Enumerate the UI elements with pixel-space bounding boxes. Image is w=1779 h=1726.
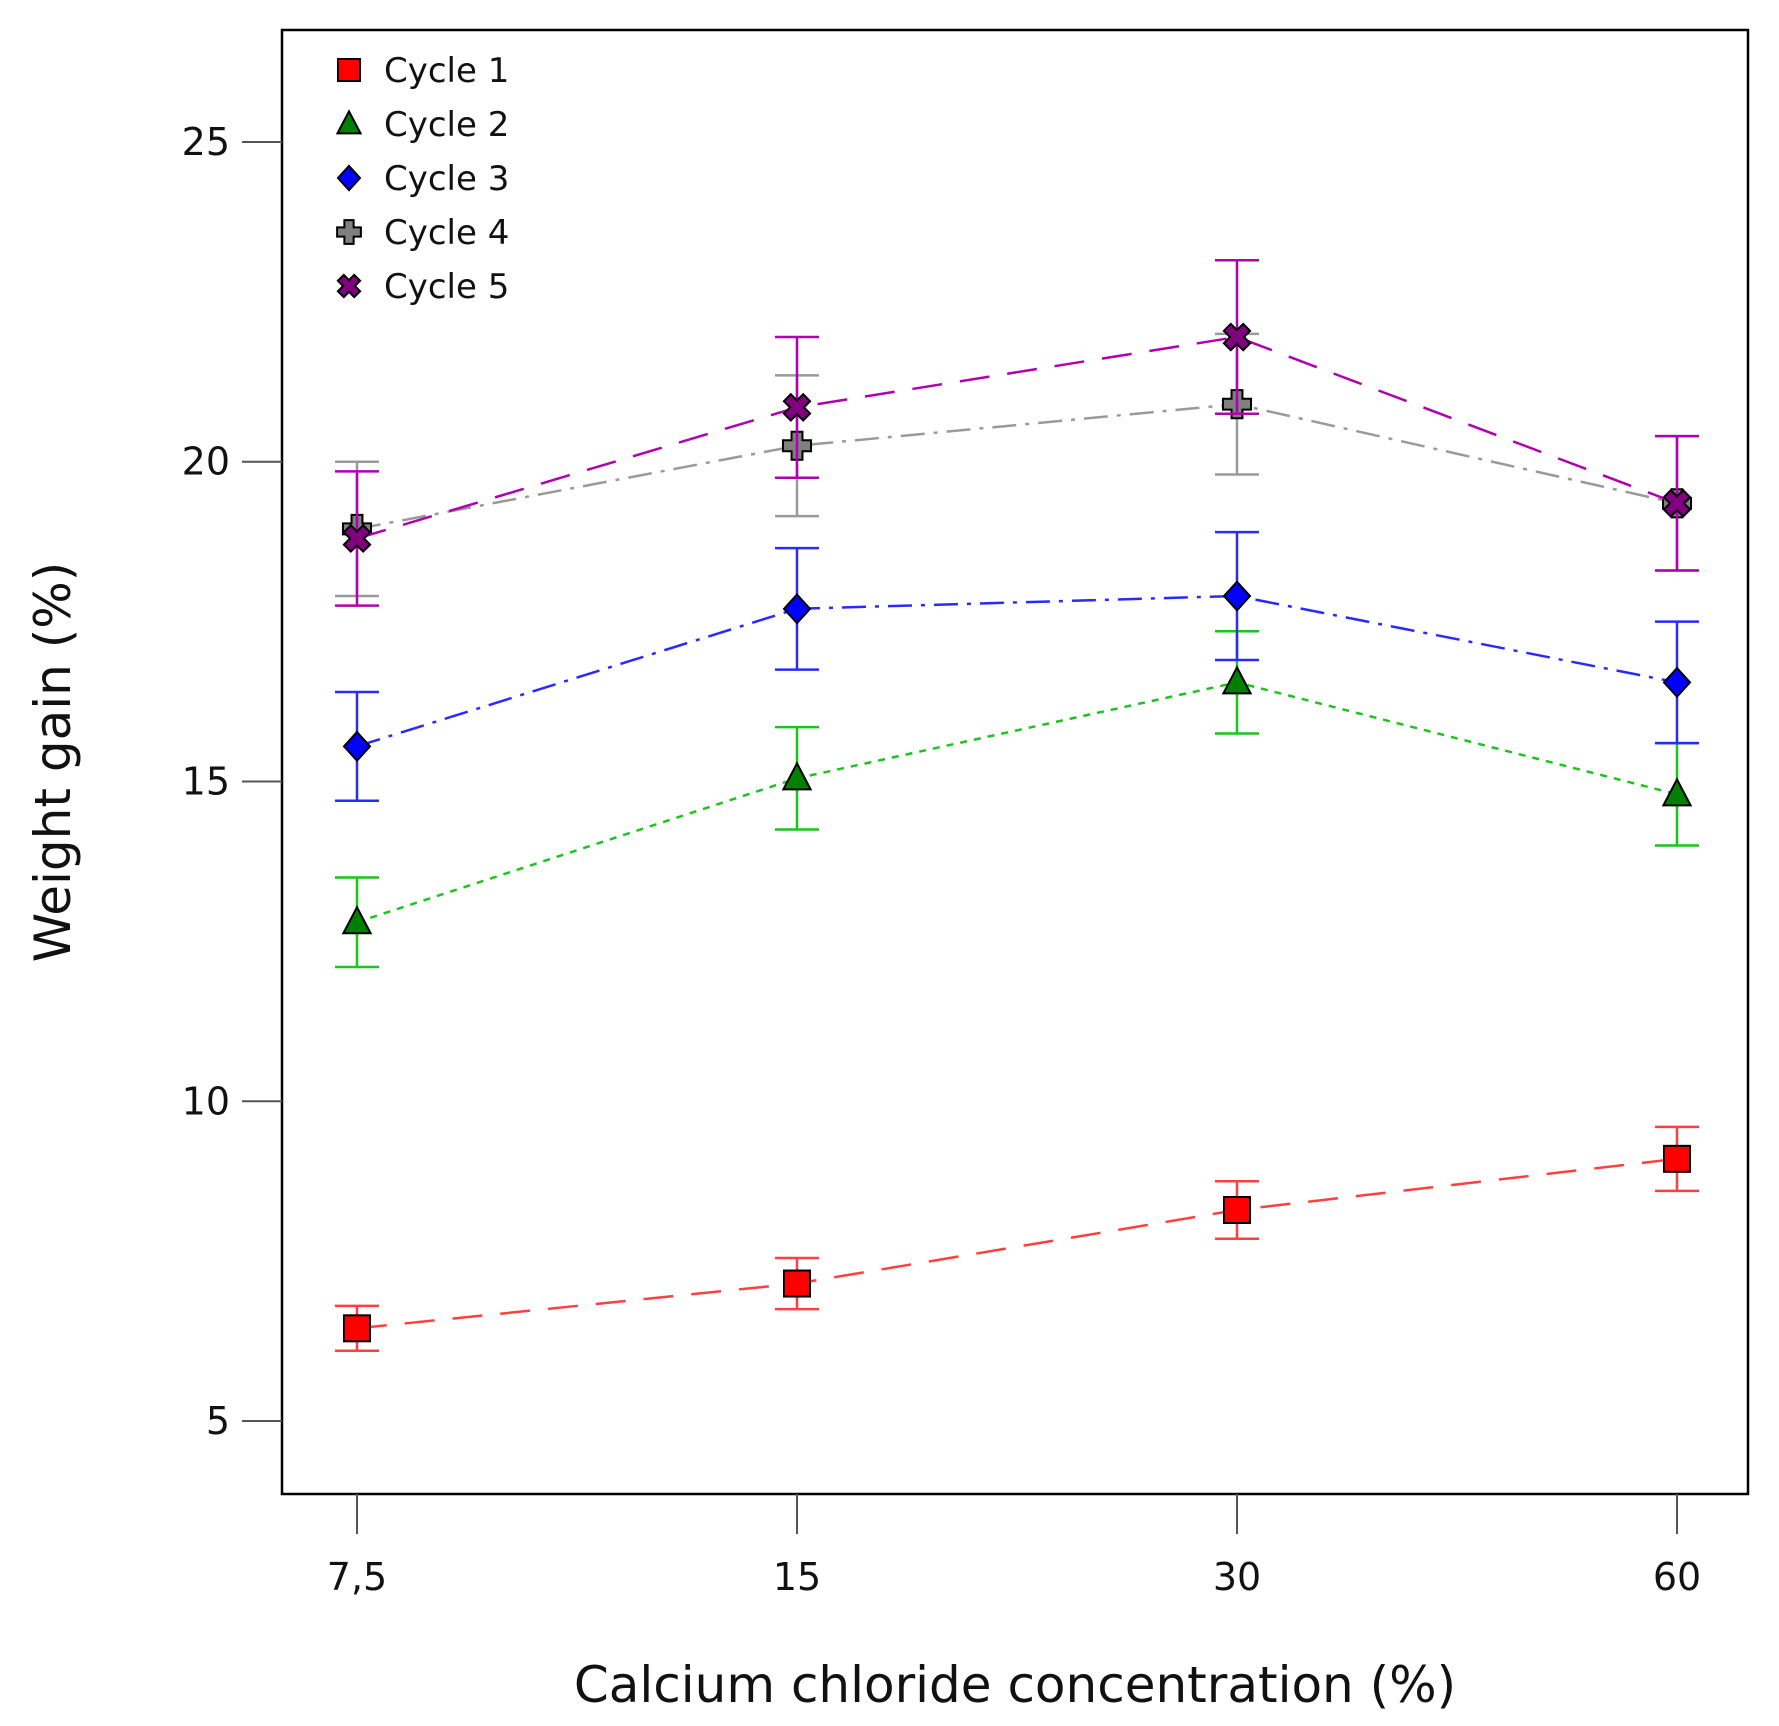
legend-marker (336, 273, 362, 299)
legend-label: Cycle 1 (384, 51, 509, 91)
legend-item: Cycle 3 (336, 159, 509, 199)
x-tick-label: 7,5 (327, 1555, 387, 1599)
data-point (1221, 665, 1253, 695)
legend-label: Cycle 2 (384, 105, 509, 145)
data-point (1222, 322, 1252, 352)
series-line (356, 1157, 1678, 1330)
data-point (1222, 580, 1252, 612)
series-5 (335, 259, 1699, 607)
legend-label: Cycle 5 (384, 267, 509, 307)
data-point (342, 730, 372, 763)
x-tick-label: 15 (773, 1555, 821, 1599)
data-point (781, 761, 813, 791)
x-axis: 7,5 15 30 60 (327, 1494, 1701, 1599)
legend-item: Cycle 2 (335, 105, 509, 145)
x-axis-title: Calcium chloride concentration (%) (574, 1656, 1456, 1714)
x-tick-label: 60 (1653, 1555, 1701, 1599)
x-tick-label: 30 (1213, 1555, 1261, 1599)
data-point (782, 593, 812, 625)
series-3 (335, 530, 1699, 802)
y-tick-label: 20 (182, 440, 230, 484)
legend: Cycle 1 Cycle 2 Cycle 3 Cycle 4 Cycle 5 (335, 51, 509, 307)
data-point (1662, 666, 1692, 699)
y-tick-label: 10 (182, 1079, 230, 1123)
y-tick-label: 25 (182, 120, 230, 164)
data-point (783, 1269, 811, 1298)
legend-marker (336, 219, 362, 245)
y-tick-label: 5 (206, 1399, 230, 1443)
data-point (342, 523, 372, 554)
legend-marker (336, 164, 362, 192)
plot-frame (280, 28, 1750, 1496)
data-point (782, 392, 812, 422)
series-line (356, 335, 1678, 540)
legend-label: Cycle 3 (384, 159, 509, 199)
legend-label: Cycle 4 (384, 213, 509, 253)
legend-item: Cycle 4 (336, 213, 509, 253)
y-tick-label: 15 (182, 760, 230, 804)
data-point (1662, 488, 1692, 518)
y-axis: 5 10 15 20 25 (182, 120, 282, 1443)
legend-marker (337, 58, 361, 82)
data-point (1661, 777, 1693, 807)
series-line (356, 594, 1678, 748)
series-layer (335, 259, 1699, 1352)
data-point (1223, 1196, 1251, 1224)
series-line (356, 681, 1678, 924)
data-point (1663, 1144, 1691, 1173)
series-1 (335, 1125, 1699, 1352)
series-line (356, 402, 1678, 531)
legend-item: Cycle 1 (337, 51, 509, 91)
y-axis-title: Weight gain (%) (24, 562, 82, 962)
data-point (343, 1314, 371, 1343)
data-point (341, 905, 373, 935)
legend-marker (335, 109, 363, 135)
legend-item: Cycle 5 (336, 267, 509, 307)
